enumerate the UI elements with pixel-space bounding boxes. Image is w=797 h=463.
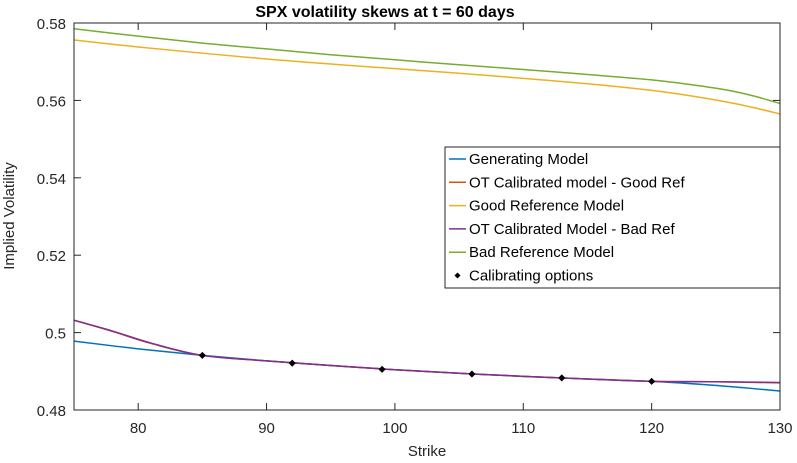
x-axis-label: Strike [408,443,446,458]
legend-label: OT Calibrated Model - Bad Ref [469,221,675,238]
y-tick-label: 0.5 [45,326,66,343]
y-tick-label: 0.56 [37,93,66,110]
marker-layer [198,351,656,385]
y-tick-label: 0.58 [37,16,66,33]
calibrating-option-marker [648,377,656,385]
x-tick-label: 120 [639,420,664,437]
series-line-3 [74,39,780,115]
x-tick-label: 80 [130,420,147,437]
y-tick-label: 0.52 [37,248,66,265]
calibrating-option-marker [378,365,386,373]
legend-entry: Bad Reference Model [449,244,614,261]
legend-marker-swatch [454,272,461,279]
legend-items: Generating Model OT Calibrated model - Go… [449,151,685,285]
legend-label: Good Reference Model [469,198,624,215]
calibrating-option-marker [198,351,206,359]
chart-title: SPX volatility skews at t = 60 days [255,4,514,21]
legend: Generating Model OT Calibrated model - Go… [444,146,781,289]
x-tick-label: 100 [382,420,407,437]
calibrating-option-marker [558,374,566,382]
tick-label-layer: 80 90 100 110 120 130 0.48 0.5 0.52 0.54 0.56 0.58 [37,16,793,437]
legend-label: Calibrating options [469,268,593,285]
calibrating-option-marker [288,359,296,367]
legend-label: Generating Model [469,151,588,168]
y-axis-label: Implied Volatility [1,162,18,270]
legend-label: OT Calibrated model - Good Ref [469,174,685,191]
legend-entry: OT Calibrated Model - Bad Ref [449,221,675,238]
y-tick-label: 0.54 [37,171,66,188]
legend-entry: Good Reference Model [449,198,624,215]
x-tick-label: 110 [511,420,535,437]
y-tick-label: 0.48 [37,403,66,420]
calibrating-option-marker [468,370,476,378]
legend-box [444,146,781,289]
series-line-5 [74,28,780,105]
x-tick-label: 90 [258,420,275,437]
legend-label: Bad Reference Model [469,244,614,261]
x-tick-label: 130 [767,420,792,437]
legend-entry: Generating Model [449,151,588,168]
legend-entry: OT Calibrated model - Good Ref [449,174,685,191]
legend-entry: Calibrating options [454,268,593,285]
